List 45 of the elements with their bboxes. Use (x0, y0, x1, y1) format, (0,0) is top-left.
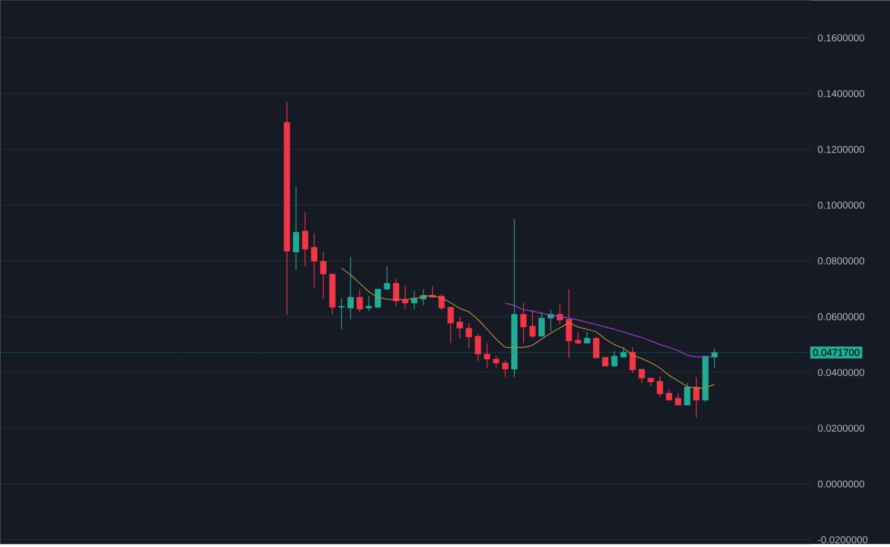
candlestick (474, 334, 482, 362)
candlestick (402, 284, 408, 310)
candlestick (529, 310, 536, 339)
candlestick (292, 186, 300, 271)
y-tick-label: 0.0000000 (818, 480, 864, 488)
candlestick (356, 288, 363, 313)
candlestick (493, 356, 500, 368)
candlestick (484, 342, 490, 369)
candlestick (392, 278, 400, 307)
y-tick-label: 0.0200000 (818, 424, 864, 432)
y-tick-label: 0.1200000 (818, 146, 864, 154)
candlestick (320, 252, 326, 300)
candlestick (593, 336, 600, 359)
candlestick (448, 306, 454, 344)
candlestick (538, 312, 545, 337)
candlestick (656, 376, 664, 398)
candlestick (675, 392, 682, 406)
candlestick (347, 256, 354, 320)
candlestick (456, 316, 463, 339)
candlestick (338, 298, 345, 330)
candlestick (638, 368, 645, 384)
y-tick-label: 0.0600000 (818, 313, 864, 320)
candlestick (574, 332, 582, 345)
y-tick-label: -0.0200000 (818, 536, 868, 544)
candlestick (693, 376, 700, 419)
y-tick-label: 0.0800000 (818, 258, 864, 265)
candlestick (374, 288, 382, 309)
candlestick (302, 212, 308, 267)
candlestick (684, 382, 690, 406)
y-tick-label: 0.0400000 (818, 369, 864, 376)
candlestick (438, 294, 445, 311)
y-tick-label: 0.1600000 (818, 34, 864, 42)
y-tick-label: 0.1400000 (818, 90, 864, 98)
candlestick (666, 388, 672, 401)
candlestick (520, 302, 527, 344)
candlestick (366, 296, 372, 312)
ref-line-label: 0.0471700 (813, 349, 860, 356)
candlestick (466, 322, 472, 349)
candlestick (566, 288, 572, 359)
y-tick-label: 0.1000000 (818, 202, 864, 209)
candlestick (502, 360, 508, 378)
candlestick (311, 232, 318, 289)
candlestick (630, 346, 636, 374)
candlestick (384, 266, 390, 291)
candlestick (584, 332, 590, 344)
